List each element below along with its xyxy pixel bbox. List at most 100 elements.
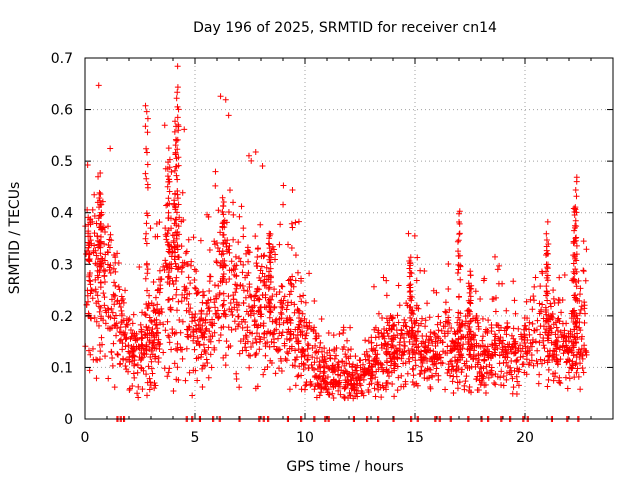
- data-point: [544, 261, 551, 268]
- data-point: [368, 370, 375, 377]
- data-point: [98, 209, 105, 216]
- data-point: [503, 376, 510, 383]
- data-point: [189, 392, 196, 399]
- data-point: [98, 225, 105, 232]
- data-point: [389, 342, 396, 349]
- data-point: [165, 145, 172, 152]
- data-point: [554, 359, 561, 366]
- data-point: [172, 216, 179, 223]
- data-point: [449, 378, 456, 385]
- data-point: [302, 335, 309, 342]
- data-point: [388, 338, 395, 345]
- data-point: [242, 294, 249, 301]
- data-point: [122, 323, 129, 330]
- data-point: [152, 355, 159, 362]
- data-point: [555, 377, 562, 384]
- data-point: [123, 334, 130, 341]
- data-point: [385, 340, 392, 347]
- data-point: [509, 343, 516, 350]
- data-point: [293, 354, 300, 361]
- data-point: [510, 335, 517, 342]
- data-point: [277, 309, 284, 316]
- data-point: [157, 319, 164, 326]
- data-point: [278, 311, 285, 318]
- data-point: [178, 298, 185, 305]
- y-tick-label: 0.7: [51, 51, 73, 67]
- data-point: [503, 331, 510, 338]
- data-point: [379, 368, 386, 375]
- data-point: [146, 386, 153, 393]
- data-point: [233, 285, 240, 292]
- data-point: [406, 338, 413, 345]
- data-point: [553, 356, 560, 363]
- data-point: [455, 340, 462, 347]
- data-point: [342, 351, 349, 358]
- data-point: [267, 254, 274, 261]
- data-point: [181, 259, 188, 266]
- data-point: [109, 309, 116, 316]
- data-point: [186, 369, 193, 376]
- data-point: [486, 361, 493, 368]
- data-point: [399, 349, 406, 356]
- data-point: [143, 240, 150, 247]
- data-point: [578, 345, 585, 352]
- data-point: [363, 369, 370, 376]
- data-point: [286, 337, 293, 344]
- data-point: [100, 290, 107, 297]
- data-point: [174, 347, 181, 354]
- data-point: [109, 362, 116, 369]
- data-point: [89, 345, 96, 352]
- data-point: [226, 187, 233, 194]
- data-point: [97, 169, 104, 176]
- data-point: [230, 236, 237, 243]
- data-point: [85, 298, 92, 305]
- data-point: [522, 343, 529, 350]
- data-point: [155, 336, 162, 343]
- data-point: [394, 363, 401, 370]
- y-tick-label: 0.2: [51, 309, 73, 325]
- data-point: [526, 331, 533, 338]
- data-point: [531, 283, 538, 290]
- data-point: [368, 380, 375, 387]
- data-point: [467, 318, 474, 325]
- data-point: [526, 319, 533, 326]
- data-point: [549, 315, 556, 322]
- data-point: [462, 378, 469, 385]
- data-point: [171, 256, 178, 263]
- data-point: [265, 285, 272, 292]
- data-point: [185, 301, 192, 308]
- data-point: [322, 385, 329, 392]
- data-point: [94, 357, 101, 364]
- data-point: [231, 318, 238, 325]
- data-point: [553, 324, 560, 331]
- data-point: [245, 249, 252, 256]
- data-point: [273, 291, 280, 298]
- data-point: [260, 320, 267, 327]
- data-point: [491, 331, 498, 338]
- data-point: [164, 239, 171, 246]
- data-point: [85, 239, 92, 246]
- data-point: [372, 334, 379, 341]
- data-point: [528, 343, 535, 350]
- data-point: [300, 346, 307, 353]
- data-point: [164, 230, 171, 237]
- data-point: [545, 366, 552, 373]
- data-point: [238, 318, 245, 325]
- data-point: [544, 218, 551, 225]
- data-point: [541, 345, 548, 352]
- data-point: [553, 337, 560, 344]
- data-point: [228, 258, 235, 265]
- data-point: [569, 365, 576, 372]
- data-point: [261, 273, 268, 280]
- data-point: [461, 382, 468, 389]
- data-point: [394, 355, 401, 362]
- data-point: [299, 331, 306, 338]
- data-point: [222, 362, 229, 369]
- data-point: [466, 299, 473, 306]
- data-point: [375, 366, 382, 373]
- data-point: [465, 307, 472, 314]
- data-point: [87, 278, 94, 285]
- data-point: [544, 297, 551, 304]
- data-point: [118, 319, 125, 326]
- data-point: [450, 390, 457, 397]
